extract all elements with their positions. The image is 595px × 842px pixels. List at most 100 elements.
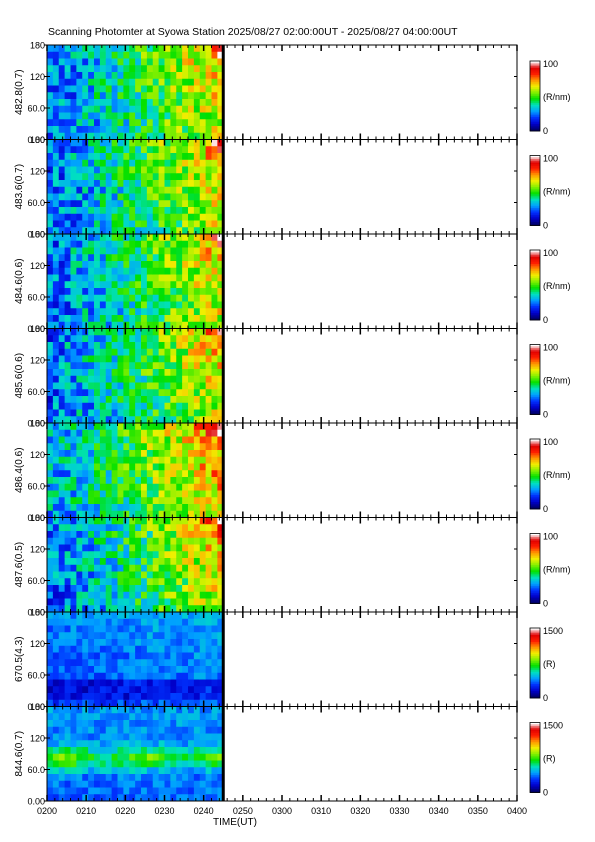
heatmap-cell <box>105 780 113 788</box>
heatmap-cell <box>135 564 142 572</box>
heatmap-cell <box>129 551 136 559</box>
heatmap-cell <box>58 58 66 66</box>
heatmap-cell <box>176 342 183 350</box>
heatmap-cell <box>52 699 60 707</box>
heatmap-cell <box>199 483 207 491</box>
heatmap-cell <box>170 578 177 586</box>
heatmap-cell <box>158 72 165 80</box>
heatmap-cell <box>193 733 201 741</box>
heatmap-cell <box>188 267 195 275</box>
heatmap-cell <box>82 375 89 383</box>
heatmap-cell <box>193 591 201 599</box>
heatmap-cell <box>193 504 201 512</box>
heatmap-cell <box>146 733 154 741</box>
heatmap-cell <box>170 105 177 113</box>
heatmap-cell <box>146 267 154 275</box>
heatmap-cell <box>176 652 183 660</box>
colorbar-segment <box>530 370 540 373</box>
heatmap-cell <box>164 92 171 100</box>
colorbar-segment <box>530 573 540 576</box>
heatmap-cell <box>211 58 218 66</box>
heatmap-cell <box>141 369 148 377</box>
heatmap-cell <box>135 416 142 424</box>
heatmap-cell <box>205 726 212 734</box>
y-axis-label: 844.6(0.7) <box>14 731 25 777</box>
heatmap-cell <box>88 524 95 532</box>
heatmap-cell <box>123 753 130 761</box>
heatmap-cell <box>123 240 130 248</box>
colorbar-segment <box>530 283 540 286</box>
heatmap-cell <box>117 456 124 464</box>
colorbar-segment <box>530 537 540 540</box>
heatmap-cell <box>52 119 60 127</box>
heatmap-cell <box>135 200 142 208</box>
heatmap-cell <box>117 767 124 775</box>
heatmap-cell <box>141 490 148 498</box>
heatmap-cell <box>158 274 165 282</box>
heatmap-cell <box>211 416 218 424</box>
heatmap-cell <box>146 463 154 471</box>
colorbar-segment <box>530 285 540 288</box>
colorbar-segment <box>530 685 540 688</box>
colorbar-segment <box>530 178 540 181</box>
heatmap-cell <box>176 234 183 242</box>
heatmap-cell <box>199 537 207 545</box>
heatmap-cell <box>88 760 95 768</box>
heatmap-cell <box>47 51 54 59</box>
heatmap-cell <box>205 544 212 552</box>
heatmap-cell <box>193 315 201 323</box>
heatmap-cell <box>135 409 142 417</box>
heatmap-cell <box>111 112 118 120</box>
heatmap-cell <box>111 423 118 431</box>
heatmap-cell <box>152 348 160 356</box>
heatmap-cell <box>193 423 201 431</box>
heatmap-cell <box>129 443 136 451</box>
colorbar-segment <box>530 594 540 597</box>
heatmap-cell <box>64 686 71 694</box>
heatmap-cell <box>105 92 113 100</box>
heatmap-cell <box>146 45 154 53</box>
heatmap-cell <box>152 308 160 316</box>
heatmap-cell <box>164 436 171 444</box>
heatmap-cell <box>176 645 183 653</box>
heatmap-cell <box>94 726 101 734</box>
heatmap-cell <box>176 200 183 208</box>
heatmap-cell <box>158 504 165 512</box>
heatmap-cell <box>88 288 95 296</box>
heatmap-cell <box>158 672 165 680</box>
heatmap-cell <box>152 497 160 505</box>
heatmap-cell <box>141 483 148 491</box>
heatmap-cell <box>70 261 77 269</box>
heatmap-cell <box>188 706 195 714</box>
heatmap-cell <box>123 153 130 161</box>
heatmap-cell <box>117 58 124 66</box>
heatmap-cell <box>52 247 60 255</box>
heatmap-cell <box>47 72 54 80</box>
heatmap-cell <box>164 409 171 417</box>
heatmap-cell <box>129 591 136 599</box>
heatmap-cell <box>176 85 183 93</box>
heatmap-cell <box>129 416 136 424</box>
heatmap-cell <box>170 308 177 316</box>
colorbar-segment <box>530 183 540 186</box>
heatmap-cell <box>152 355 160 363</box>
heatmap-cell <box>135 85 142 93</box>
heatmap-cell <box>188 605 195 613</box>
heatmap-cell <box>182 578 189 586</box>
colorbar-segment <box>530 118 540 121</box>
heatmap-cell <box>94 470 101 478</box>
heatmap-cell <box>141 720 148 728</box>
heatmap-cell <box>52 173 60 181</box>
heatmap-cell <box>58 747 66 755</box>
colorbar-frame <box>529 344 541 415</box>
heatmap-cell <box>123 355 130 363</box>
heatmap-cell <box>111 517 118 525</box>
heatmap-cell <box>152 207 160 215</box>
heatmap-cell <box>129 524 136 532</box>
heatmap-cell <box>52 389 60 397</box>
heatmap-cell <box>64 544 71 552</box>
heatmap-cell <box>58 517 66 525</box>
heatmap-cell <box>152 193 160 201</box>
x-tick-label: 0230 <box>154 806 174 816</box>
heatmap-cell <box>99 247 107 255</box>
